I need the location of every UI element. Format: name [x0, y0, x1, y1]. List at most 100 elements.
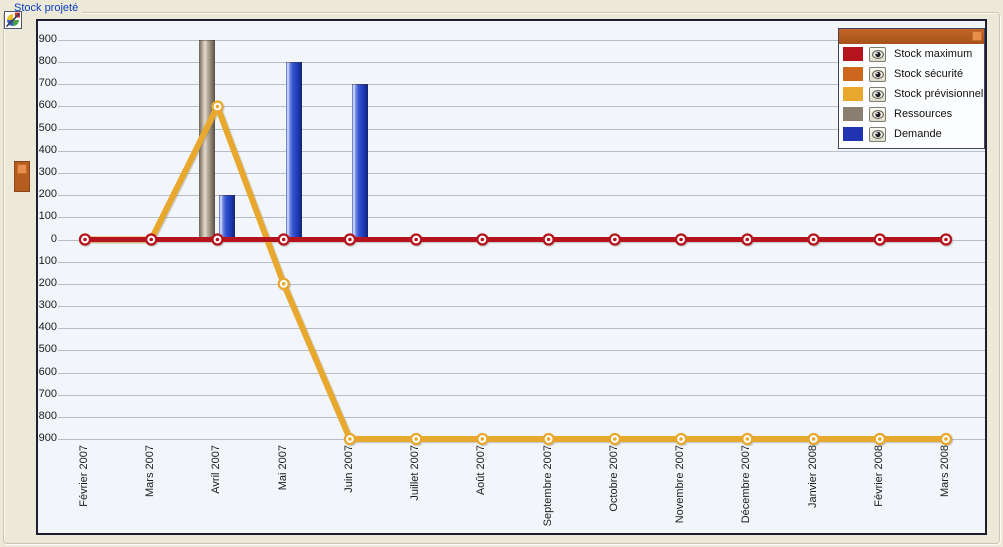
gridline [58, 261, 985, 263]
chart-area: 900 800 700 600 500 400 300 200 100 0 -100 -200 -300… [36, 19, 987, 535]
legend-item: Stock sécurité [839, 64, 984, 84]
line-previsionnel [85, 103, 946, 443]
marker-dot-maximum [480, 237, 485, 242]
legend-swatch [843, 67, 863, 81]
gridline [58, 306, 985, 307]
gridline [58, 416, 985, 418]
gridline [58, 283, 985, 285]
gridline [58, 350, 985, 352]
y-axis-tick-label: -100 [36, 254, 57, 267]
legend-header[interactable] [839, 29, 984, 44]
y-axis-tick-label: 100 [38, 210, 57, 223]
gridline [58, 328, 985, 330]
marker-dot-maximum [679, 237, 683, 242]
panel-expand-button[interactable] [17, 164, 27, 174]
legend-item-label: Stock prévisionnel [894, 88, 984, 100]
marker-dot-maximum [83, 237, 87, 242]
marker-dot-maximum [414, 237, 418, 242]
legend-item: Stock prévisionnel [839, 84, 984, 104]
legend-swatch [843, 47, 863, 61]
gridline [58, 172, 985, 174]
marker-dot-previsionnel [613, 437, 617, 441]
y-axis-tick-label: -400 [36, 321, 57, 334]
marker-dot-maximum [546, 237, 551, 242]
marker-dot-maximum [215, 237, 220, 242]
legend-item: Ressources [839, 104, 984, 124]
y-axis-tick-label: 400 [38, 143, 57, 156]
legend-item-label: Stock sécurité [894, 68, 964, 80]
marker-dot-previsionnel [281, 282, 286, 286]
marker-dot-maximum [149, 237, 154, 242]
eye-icon [871, 129, 884, 139]
visibility-toggle-button[interactable] [869, 86, 886, 102]
y-axis-tick-label: -900 [36, 432, 57, 444]
marker-dot-previsionnel [745, 437, 750, 441]
gridline [58, 106, 985, 108]
marker-dot-previsionnel [215, 104, 220, 109]
marker-dot-maximum [348, 237, 352, 242]
marker-dot-maximum [281, 237, 286, 242]
visibility-toggle-button[interactable] [869, 106, 886, 122]
legend-item-label: Ressources [894, 108, 953, 120]
visibility-toggle-button[interactable] [869, 46, 886, 62]
y-axis-tick-label: 0 [50, 232, 57, 245]
legend-swatch [843, 87, 863, 101]
gridline [58, 372, 985, 374]
y-axis-tick-label: -200 [36, 276, 57, 289]
legend-item: Demande [839, 124, 984, 144]
visibility-toggle-button[interactable] [869, 126, 886, 142]
series-lines-layer [78, 100, 953, 446]
gridline [58, 39, 985, 41]
gridline [58, 62, 985, 64]
gridline [58, 128, 985, 130]
y-axis-tick-label: -600 [36, 365, 57, 378]
groupbox-border [3, 12, 1000, 544]
marker-dot-previsionnel [811, 437, 816, 441]
legend-items: Stock maximum Stock sécurité Stock prévisi… [839, 44, 984, 144]
marker-dot-maximum [745, 237, 750, 242]
marker-dot-previsionnel [944, 437, 948, 441]
gridline [58, 84, 985, 86]
bar-demande [351, 84, 368, 240]
visibility-toggle-button[interactable] [869, 66, 886, 82]
bar-ressources [199, 39, 216, 240]
eye-icon [871, 49, 884, 59]
y-axis-tick-label: 900 [38, 32, 57, 45]
eye-icon [871, 109, 884, 119]
legend-swatch [843, 127, 863, 141]
y-axis-tick-label: 200 [38, 188, 57, 201]
page-title: Stock projeté [10, 2, 83, 14]
legend-collapse-button[interactable] [972, 31, 982, 41]
eye-icon [871, 69, 884, 79]
legend-panel: Stock maximum Stock sécurité Stock prévisi… [838, 28, 985, 149]
marker-dot-previsionnel [679, 437, 683, 441]
marker-dot-maximum [877, 237, 882, 242]
bar-demande [285, 62, 302, 240]
y-axis-tick-label: 800 [38, 55, 57, 68]
gridline [58, 394, 985, 396]
legend-item: Stock maximum [839, 44, 984, 64]
gridline [58, 150, 985, 152]
gridline [58, 217, 985, 219]
y-axis-tick-label: -700 [36, 387, 57, 400]
marker-dot-maximum [811, 237, 816, 242]
marker-dot-previsionnel [546, 437, 551, 441]
collapsed-panel-handle[interactable] [14, 161, 30, 192]
marker-dot-previsionnel [414, 437, 418, 441]
y-axis-tick-label: 500 [38, 121, 57, 134]
marker-dot-previsionnel [877, 437, 882, 441]
marker-dot-previsionnel [348, 437, 352, 441]
y-axis-tick-label: -500 [36, 343, 57, 356]
eye-icon [871, 89, 884, 99]
y-axis-tick-label: 300 [38, 165, 57, 178]
y-axis-tick-label: -300 [36, 299, 57, 311]
bar-demande [219, 195, 236, 240]
chart-properties-icon[interactable] [4, 11, 22, 29]
legend-item-label: Stock maximum [894, 48, 973, 60]
y-axis-tick-label: -800 [36, 409, 57, 422]
y-axis-tick-label: 700 [38, 77, 57, 90]
marker-dot-maximum [944, 237, 948, 242]
legend-swatch [843, 107, 863, 121]
gridline [58, 195, 985, 197]
